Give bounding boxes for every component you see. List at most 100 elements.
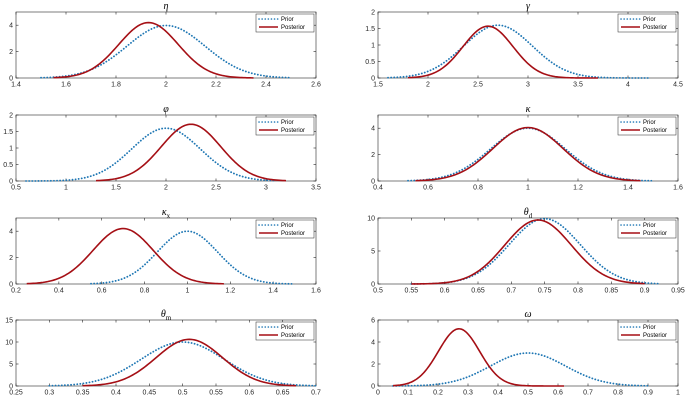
x-tick-label: 1.5 — [373, 82, 383, 89]
y-tick-label: 4 — [9, 23, 13, 30]
panel-title-symbol: φ — [163, 104, 169, 115]
panel-title: ω — [524, 309, 531, 320]
x-tick-label: 4.5 — [673, 82, 683, 89]
y-tick-label: 2 — [9, 255, 13, 262]
y-tick-label: 5 — [371, 248, 375, 255]
x-tick-label: 0.4 — [111, 390, 121, 397]
panel-title-symbol: η — [164, 1, 169, 12]
legend: Prior Posterior — [617, 219, 677, 239]
panel-title-subscript: d — [529, 212, 533, 220]
y-tick-label: 0 — [371, 383, 375, 390]
series-posterior-line — [407, 25, 598, 79]
series-prior-line — [392, 352, 649, 387]
panel-title: κ — [526, 104, 531, 115]
series-posterior-line — [82, 338, 297, 387]
x-tick-label: 0.5 — [373, 288, 383, 295]
legend: Prior Posterior — [617, 116, 677, 136]
x-tick-label: 1 — [676, 390, 680, 397]
x-tick-label: 2 — [426, 82, 430, 89]
panel-title: θm — [161, 309, 172, 322]
y-tick-label: 1.5 — [365, 26, 375, 33]
x-tick-label: 0.2 — [11, 288, 21, 295]
x-tick-label: 2.6 — [311, 82, 321, 89]
legend-label-posterior: Posterior — [643, 128, 667, 134]
x-tick-label: 1 — [64, 185, 68, 192]
x-tick-label: 0.7 — [506, 288, 516, 295]
x-tick-label: 2 — [164, 82, 168, 89]
y-tick-label: 2 — [371, 9, 375, 16]
y-tick-label: 6 — [371, 317, 375, 324]
legend-label-prior: Prior — [281, 325, 294, 331]
legend-label-posterior: Posterior — [281, 128, 305, 134]
series-posterior-line — [392, 328, 564, 387]
panel-title-symbol: κ — [162, 207, 167, 218]
chart-panel-4: 0.4 0.6 0.8 1 1.2 1.4 1.6 0 2 4 κ Prior Posterior — [371, 104, 683, 192]
x-tick-label: 0.8 — [613, 390, 623, 397]
panel-title: γ — [526, 1, 531, 12]
y-tick-label: 0 — [9, 383, 13, 390]
series-prior-line — [48, 341, 317, 387]
x-tick-label: 0.4 — [373, 185, 383, 192]
panel-title: θd — [524, 207, 533, 220]
y-tick-label: 4 — [9, 229, 13, 236]
panel-title: η — [164, 1, 169, 12]
series-posterior-line — [95, 123, 287, 182]
y-tick-label: 1 — [371, 42, 375, 49]
x-tick-label: 0.9 — [643, 390, 653, 397]
x-tick-label: 0.85 — [605, 288, 619, 295]
panel-title-symbol: ω — [524, 309, 531, 320]
x-tick-label: 1.2 — [573, 185, 583, 192]
panel-title: κx — [162, 207, 171, 220]
series-posterior-line — [415, 126, 641, 182]
x-tick-label: 0.55 — [405, 288, 419, 295]
legend-label-prior: Prior — [281, 120, 294, 126]
legend-label-posterior: Posterior — [643, 25, 667, 31]
x-tick-label: 0.8 — [573, 288, 583, 295]
x-tick-label: 0.35 — [76, 390, 90, 397]
x-tick-label: 1.4 — [623, 185, 633, 192]
series-prior-line — [90, 230, 296, 285]
x-tick-label: 0.7 — [583, 390, 593, 397]
x-tick-label: 0.8 — [473, 185, 483, 192]
x-tick-label: 1 — [526, 185, 530, 192]
series-prior-line — [40, 24, 292, 79]
x-tick-label: 0.3 — [463, 390, 473, 397]
x-tick-label: 4 — [626, 82, 630, 89]
x-tick-label: 0.1 — [403, 390, 413, 397]
x-tick-label: 3 — [526, 82, 530, 89]
x-tick-label: 1.8 — [111, 82, 121, 89]
chart-panel-6: 0.5 0.55 0.6 0.65 0.7 0.75 0.8 0.85 0.9 0.95 0 5 10 θ… — [367, 207, 685, 295]
legend: Prior Posterior — [617, 13, 677, 33]
x-tick-label: 1.4 — [268, 288, 278, 295]
x-tick-label: 1 — [185, 288, 189, 295]
legend: Prior Posterior — [255, 219, 315, 239]
x-tick-label: 1.6 — [673, 185, 683, 192]
x-tick-label: 0.6 — [97, 288, 107, 295]
x-tick-label: 0.5 — [178, 390, 188, 397]
series-posterior-line — [26, 227, 224, 285]
panel-title-symbol: θ — [161, 309, 166, 320]
y-tick-label: 1.5 — [3, 129, 13, 136]
y-tick-label: 0 — [371, 281, 375, 288]
x-tick-label: 0.6 — [440, 288, 450, 295]
legend-label-posterior: Posterior — [281, 231, 305, 237]
legend-label-posterior: Posterior — [281, 333, 305, 339]
x-tick-label: 0.6 — [244, 390, 254, 397]
y-tick-label: 5 — [9, 361, 13, 368]
x-tick-label: 0.75 — [538, 288, 552, 295]
legend-label-prior: Prior — [643, 325, 656, 331]
series-posterior-line — [53, 21, 254, 79]
x-tick-label: 1.6 — [311, 288, 321, 295]
panel-title-subscript: m — [166, 314, 172, 322]
y-tick-label: 10 — [5, 339, 13, 346]
legend-label-prior: Prior — [643, 223, 656, 229]
x-tick-label: 1.4 — [11, 82, 21, 89]
legend-label-posterior: Posterior — [281, 25, 305, 31]
x-tick-label: 3.5 — [311, 185, 321, 192]
chart-panel-5: 0.2 0.4 0.6 0.8 1 1.2 1.4 1.6 0 2 4 κx Prior Posterio… — [9, 207, 321, 295]
panel-title-symbol: κ — [526, 104, 531, 115]
y-tick-label: 15 — [5, 317, 13, 324]
legend-label-posterior: Posterior — [643, 333, 667, 339]
